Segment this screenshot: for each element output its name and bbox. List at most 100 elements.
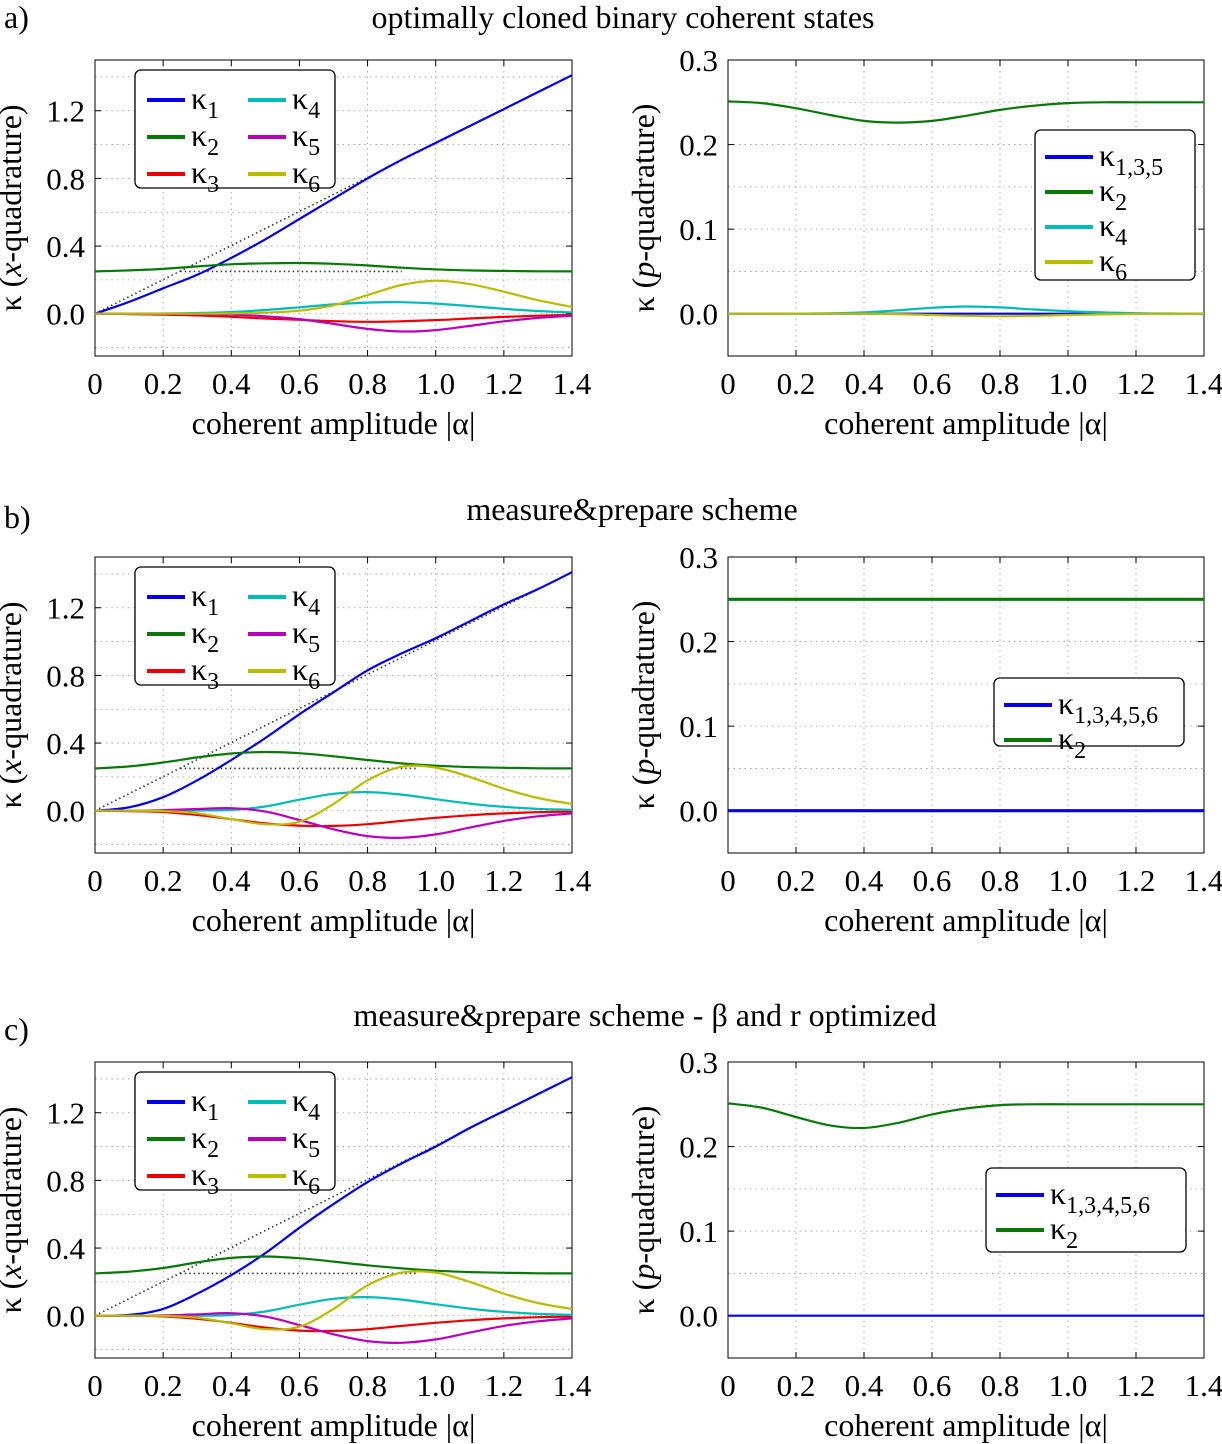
x-tick-label: 1.2: [484, 863, 523, 898]
series-line-3: [95, 312, 572, 323]
y-tick-label: 0.3: [679, 43, 718, 78]
y-axis-label-variable: x: [0, 263, 28, 278]
legend-label: κ1: [191, 577, 219, 621]
y-axis-label-prefix: κ (: [625, 278, 661, 313]
panel-a-title: optimally cloned binary coherent states: [372, 0, 875, 35]
legend: κ1,3,4,5,6κ2: [993, 677, 1185, 764]
y-axis-label-variable: x: [0, 1265, 28, 1280]
plot-area: [728, 100, 1204, 318]
legend-subscript: 6: [308, 669, 320, 695]
legend-label: κ4: [292, 80, 320, 124]
legend-subscript: 1: [207, 1100, 219, 1126]
legend-symbol: κ: [292, 1119, 308, 1155]
legend-subscript: 1,3,4,5,6: [1074, 703, 1158, 729]
y-tick-label: 1.2: [46, 94, 85, 129]
x-tick-label: 1.2: [1117, 366, 1156, 401]
x-tick-label: 1.0: [416, 1368, 455, 1403]
x-tick-label: 0.2: [777, 863, 816, 898]
legend-label: κ2: [191, 614, 219, 658]
y-axis-label-suffix: -quadrature): [0, 1106, 28, 1264]
x-tick-label: 1.4: [553, 366, 592, 401]
legend-symbol: κ: [1050, 1210, 1066, 1246]
legend-symbol: κ: [292, 80, 308, 116]
series-line-6: [95, 279, 572, 315]
x-tick-label: 1.0: [1049, 863, 1088, 898]
legend-symbol: κ: [292, 154, 308, 190]
plot-area: [95, 571, 572, 839]
legend-subscript: 5: [308, 135, 320, 161]
legend-box: [993, 677, 1185, 747]
legend-label: κ5: [292, 614, 320, 658]
plot-frame: [727, 556, 1205, 854]
legend-label: κ1: [191, 80, 219, 124]
y-tick-label: 0.2: [679, 1130, 718, 1165]
x-axis-label: coherent amplitude |α|: [824, 1407, 1108, 1443]
chart-a-left: 0 0.2 0.4 0.6 0.8 1.0 1.2 1.40.00.40.81.2cohere…: [0, 59, 592, 441]
legend-symbol: κ: [191, 80, 207, 116]
y-axis-label-variable: p: [625, 1264, 661, 1282]
legend-subscript: 4: [308, 98, 320, 124]
legend-label: κ6: [292, 1156, 320, 1200]
series-line-5: [95, 807, 572, 839]
legend-label: κ3: [191, 651, 219, 695]
plot-area: [728, 1102, 1204, 1317]
y-tick-label: 0.0: [46, 297, 85, 332]
legend-label: κ6: [1099, 242, 1127, 286]
x-axis-label: coherent amplitude |α|: [824, 405, 1108, 441]
legend-subscript: 2: [1115, 190, 1127, 216]
y-tick-label: 0.8: [46, 658, 85, 693]
series-line-4: [95, 1295, 572, 1317]
x-tick-label: 0.8: [348, 366, 387, 401]
legend-symbol: κ: [191, 1119, 207, 1155]
y-tick-label: 0.2: [679, 128, 718, 163]
y-tick-label: 0.0: [679, 297, 718, 332]
y-tick-label: 0.8: [46, 1163, 85, 1198]
x-tick-label: 1.0: [1049, 1368, 1088, 1403]
legend: κ1,3,4,5,6κ2: [985, 1167, 1187, 1254]
series-line-2: [728, 1102, 1204, 1130]
y-tick-label: 0.1: [679, 1214, 718, 1249]
y-axis-label-suffix: -quadrature): [0, 601, 28, 759]
x-tick-label: 0.4: [212, 1368, 251, 1403]
series-line-2: [95, 1255, 572, 1275]
x-tick-label: 0.4: [212, 366, 251, 401]
chart-c-right: 0 0.2 0.4 0.6 0.8 1.0 1.2 1.4 0.0 0.1 0.2 0.3 cohere…: [625, 1045, 1222, 1443]
y-axis-label-variable: p: [625, 759, 661, 777]
legend-subscript: 5: [308, 632, 320, 658]
legend-label: κ1,3,4,5,6: [1058, 685, 1158, 729]
x-tick-label: 0.2: [144, 863, 183, 898]
x-tick-label: 1.0: [416, 863, 455, 898]
y-tick-label: 1.2: [46, 591, 85, 626]
x-tick-label: 1.0: [1049, 366, 1088, 401]
legend-subscript: 6: [1115, 260, 1127, 286]
series-line-6: [95, 764, 572, 826]
legend-subscript: 1: [207, 98, 219, 124]
y-axis-label-prefix: κ (: [625, 775, 661, 810]
legend-symbol: κ: [1058, 685, 1074, 721]
x-tick-label: 0: [87, 366, 103, 401]
y-tick-label: 0.1: [679, 212, 718, 247]
legend-label: κ5: [292, 117, 320, 161]
y-tick-label: 0.0: [679, 794, 718, 829]
legend-subscript: 5: [308, 1137, 320, 1163]
legend-subscript: 2: [1066, 1228, 1078, 1254]
legend-label: κ2: [191, 1119, 219, 1163]
legend-symbol: κ: [292, 1082, 308, 1118]
x-tick-label: 1.4: [1185, 1368, 1222, 1403]
plot-frame: [727, 1061, 1205, 1359]
x-tick-label: 0.2: [777, 1368, 816, 1403]
x-tick-label: 1.4: [553, 1368, 592, 1403]
x-axis-label: coherent amplitude |α|: [192, 1407, 476, 1443]
series-line-1: [95, 571, 572, 812]
legend-label: κ4: [1099, 207, 1127, 251]
legend-subscript: 1,3,5: [1115, 155, 1163, 181]
legend-label: κ1: [191, 1082, 219, 1126]
x-tick-label: 0.8: [981, 863, 1020, 898]
legend-symbol: κ: [292, 117, 308, 153]
y-tick-label: 0.2: [679, 625, 718, 660]
y-axis-label-prefix: κ (: [0, 277, 28, 312]
y-tick-label: 0.0: [46, 794, 85, 829]
x-tick-label: 0: [720, 863, 736, 898]
